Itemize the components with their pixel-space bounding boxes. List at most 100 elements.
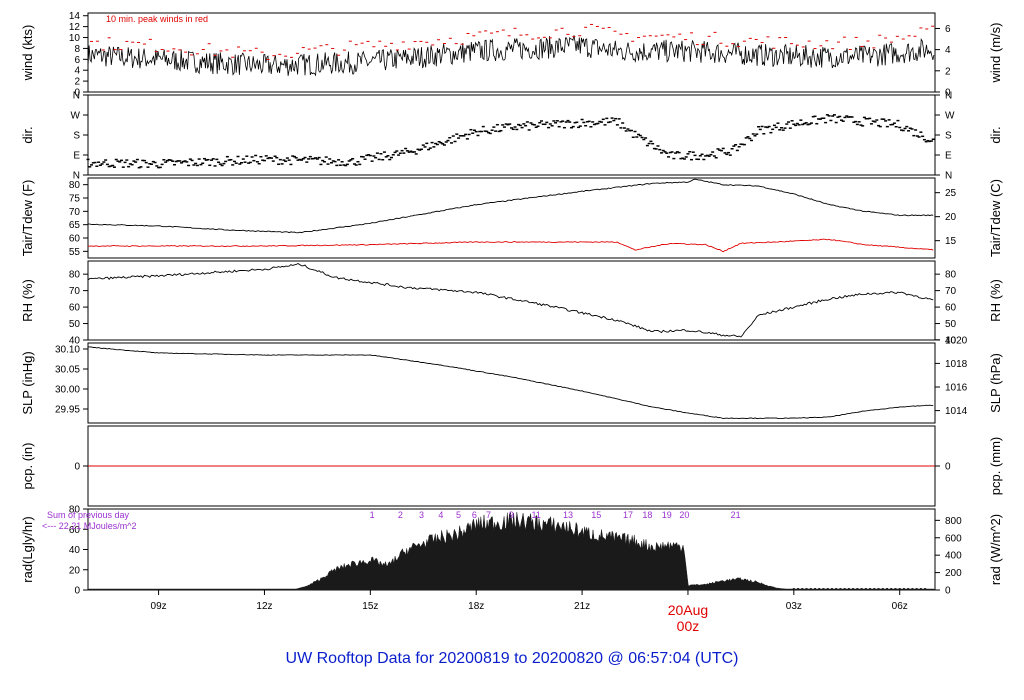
hour-label: 18 — [642, 510, 652, 520]
panel-ylabel-left: dir. — [20, 126, 35, 143]
right-tick-label: 40 — [945, 336, 957, 347]
hour-label: 6 — [472, 510, 477, 520]
panel-ylabel-left: Tair/Tdew (F) — [20, 180, 35, 257]
left-tick-label: 40 — [69, 336, 81, 347]
time-tick-label: 09z — [151, 601, 167, 612]
time-tick-label: 15z — [362, 601, 378, 612]
left-tick-label: 10 — [69, 33, 81, 44]
right-tick-label: 0 — [945, 586, 951, 597]
radiation-sum-label: Sum of previous day — [47, 510, 130, 520]
panel-ylabel-right: Tair/Tdew (C) — [988, 179, 1003, 257]
left-tick-label: 80 — [69, 180, 81, 191]
time-tick-label: 06z — [892, 601, 908, 612]
panel-ylabel-left: wind (kts) — [20, 25, 35, 82]
right-tick-label: 1018 — [945, 359, 968, 370]
left-tick-label: N — [73, 171, 80, 182]
right-tick-label: 80 — [945, 270, 957, 281]
panel-frame-0 — [87, 12, 936, 93]
wind-speed-line — [87, 35, 935, 77]
right-tick-label: 25 — [945, 188, 957, 199]
hour-label: 3 — [419, 510, 424, 520]
right-tick-label: W — [945, 111, 955, 122]
right-tick-label: 20 — [945, 212, 957, 223]
relative-humidity-line — [87, 262, 934, 338]
left-tick-label: 2 — [74, 77, 80, 88]
left-tick-label: 50 — [69, 319, 81, 330]
panel-ylabel-right: dir. — [988, 126, 1003, 143]
solar-radiation-area — [87, 510, 936, 591]
left-tick-label: 14 — [69, 11, 81, 22]
right-tick-label: 0 — [945, 462, 951, 473]
time-tick-label: 03z — [786, 601, 802, 612]
peak-wind-annotation: 10 min. peak winds in red — [106, 14, 208, 24]
panel-frame-4 — [87, 342, 936, 424]
hour-label: 9 — [509, 510, 514, 520]
right-tick-label: E — [945, 151, 952, 162]
hour-label: 17 — [623, 510, 633, 520]
panel-ylabel-left: rad(Lgly/hr) — [20, 516, 35, 582]
panel-ylabel-left: RH (%) — [20, 279, 35, 322]
left-tick-label: 60 — [69, 525, 81, 536]
radiation-sum-value: <--- 22.21 MJoules/m^2 — [42, 521, 137, 531]
right-tick-label: 70 — [945, 286, 957, 297]
panel-frame-2 — [87, 177, 936, 259]
right-tick-label: 15 — [945, 236, 957, 247]
right-tick-label: 600 — [945, 533, 962, 544]
right-tick-label: 800 — [945, 516, 962, 527]
left-tick-label: N — [73, 91, 80, 102]
panel-frame-3 — [87, 260, 936, 341]
hour-label: 13 — [563, 510, 573, 520]
sea-level-pressure-line — [87, 346, 934, 419]
right-tick-label: N — [945, 91, 952, 102]
left-tick-label: 40 — [69, 545, 81, 556]
left-tick-label: 80 — [69, 270, 81, 281]
left-tick-label: 8 — [74, 44, 80, 55]
hour-label: 19 — [662, 510, 672, 520]
air-temperature-line — [87, 178, 934, 234]
left-tick-label: 60 — [69, 234, 81, 245]
left-tick-label: 0 — [74, 88, 80, 99]
left-tick-label: 80 — [69, 505, 81, 516]
right-tick-label: 6 — [945, 24, 951, 35]
left-tick-label: W — [71, 111, 81, 122]
left-tick-label: 70 — [69, 207, 81, 218]
right-tick-label: 4 — [945, 45, 951, 56]
right-tick-label: 50 — [945, 319, 957, 330]
date-label: 20Aug — [668, 602, 708, 618]
hour-label: 4 — [438, 510, 443, 520]
date-hour-label: 00z — [677, 618, 700, 634]
right-tick-label: 1020 — [945, 335, 968, 346]
left-tick-label: 0 — [74, 586, 80, 597]
left-tick-label: 29.95 — [55, 405, 80, 416]
hour-label: 5 — [456, 510, 461, 520]
left-tick-label: E — [73, 151, 80, 162]
right-tick-label: 0 — [945, 88, 951, 99]
right-tick-label: S — [945, 131, 952, 142]
panel-ylabel-right: pcp. (mm) — [988, 437, 1003, 496]
left-tick-label: 75 — [69, 194, 81, 205]
left-tick-label: 55 — [69, 247, 81, 258]
hour-label: 11 — [532, 510, 541, 520]
right-tick-label: 60 — [945, 303, 957, 314]
right-tick-label: 200 — [945, 568, 962, 579]
panel-ylabel-right: RH (%) — [988, 279, 1003, 322]
hour-label: 15 — [591, 510, 601, 520]
left-tick-label: 20 — [69, 565, 81, 576]
right-tick-label: 1016 — [945, 383, 968, 394]
dewpoint-line — [87, 238, 934, 253]
hour-label: 20 — [679, 510, 689, 520]
right-tick-label: 400 — [945, 551, 962, 562]
left-tick-label: 6 — [74, 55, 80, 66]
panel-ylabel-right: rad (W/m^2) — [988, 514, 1003, 585]
left-tick-label: 4 — [74, 66, 80, 77]
panel-ylabel-right: wind (m/s) — [988, 23, 1003, 84]
hour-label: 1 — [370, 510, 375, 520]
hour-label: 21 — [731, 510, 741, 520]
footer-title: UW Rooftop Data for 20200819 to 20200820… — [285, 650, 739, 667]
time-tick-label: 21z — [574, 601, 590, 612]
left-tick-label: 12 — [69, 22, 81, 33]
right-tick-label: N — [945, 171, 952, 182]
panel-ylabel-right: SLP (hPa) — [988, 353, 1003, 413]
left-tick-label: S — [73, 131, 80, 142]
